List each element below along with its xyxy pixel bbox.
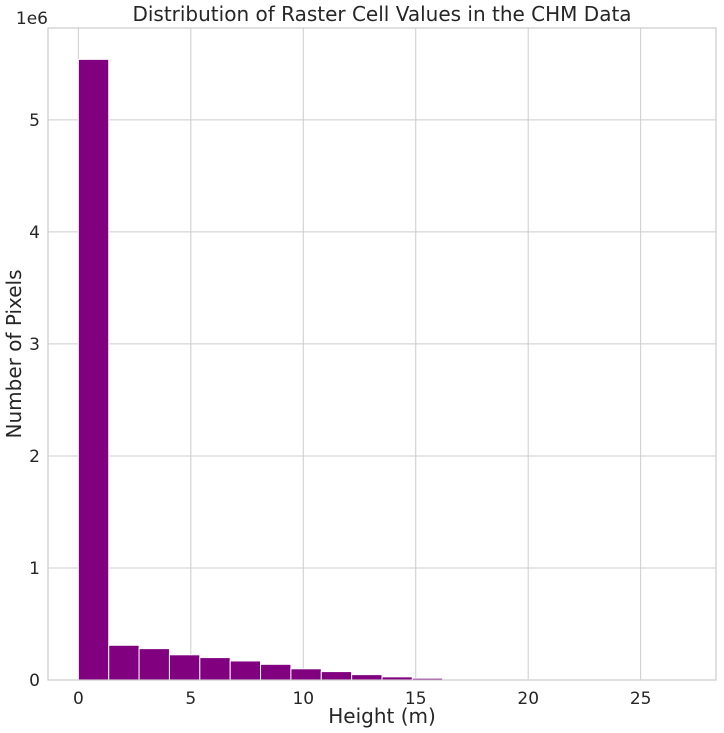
y-tick-label-1: 1 [29, 559, 40, 579]
y-tick-label-0: 0 [29, 671, 40, 691]
x-tick-label-3: 15 [405, 689, 427, 709]
x-tick-label-2: 10 [292, 689, 314, 709]
y-offset-label: 1e6 [16, 9, 48, 29]
x-tick-label-4: 20 [517, 689, 539, 709]
plot-frame [47, 27, 717, 681]
bars [77, 58, 687, 681]
y-tick-label-4: 4 [29, 223, 40, 243]
histogram-bar-7 [290, 668, 322, 681]
y-tick-labels: 0 1 2 3 4 5 [29, 111, 40, 691]
histogram-bar-0 [77, 58, 110, 681]
x-tick-label-5: 25 [630, 689, 652, 709]
y-tick-label-2: 2 [29, 447, 40, 467]
x-tick-label-0: 0 [73, 689, 84, 709]
x-axis-title: Height (m) [328, 704, 436, 728]
chart-title: Distribution of Raster Cell Values in th… [132, 2, 631, 26]
histogram-bar-4 [199, 657, 231, 681]
grid [48, 28, 716, 681]
histogram-bar-2 [138, 648, 170, 681]
histogram-bar-8 [320, 671, 353, 681]
y-tick-label-3: 3 [29, 335, 40, 355]
histogram-bar-5 [229, 660, 262, 681]
histogram-bar-3 [168, 654, 201, 681]
histogram-bar-6 [260, 663, 292, 681]
y-axis-title: Number of Pixels [2, 269, 26, 438]
histogram-bar-1 [108, 644, 140, 681]
histogram-bar-9 [351, 674, 383, 681]
x-tick-label-1: 5 [185, 689, 196, 709]
x-tick-labels: 0 5 10 15 20 25 [73, 689, 652, 709]
y-tick-label-5: 5 [29, 111, 40, 131]
